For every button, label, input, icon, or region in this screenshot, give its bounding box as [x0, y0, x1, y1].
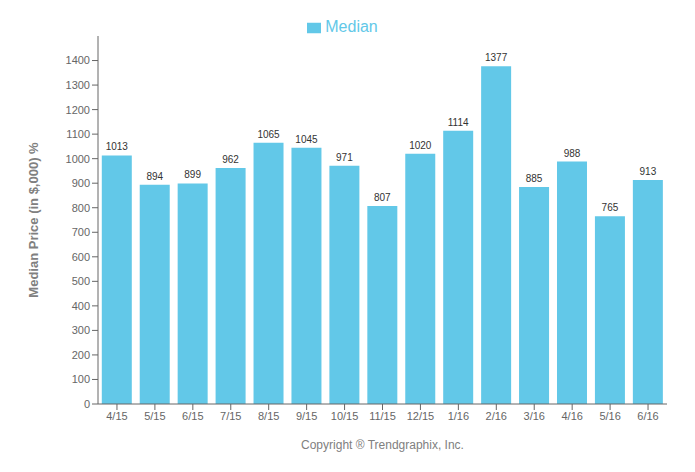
svg-text:971: 971	[336, 152, 353, 163]
svg-text:900: 900	[72, 177, 90, 189]
svg-text:1200: 1200	[66, 104, 90, 116]
svg-text:400: 400	[72, 300, 90, 312]
svg-text:894: 894	[146, 171, 163, 182]
svg-text:10/15: 10/15	[331, 410, 359, 422]
svg-text:807: 807	[374, 192, 391, 203]
svg-text:885: 885	[526, 173, 543, 184]
svg-text:1100: 1100	[66, 128, 90, 140]
svg-text:Median Price (in $,000) %: Median Price (in $,000) %	[26, 142, 41, 298]
svg-text:1114: 1114	[448, 117, 469, 128]
svg-text:700: 700	[72, 226, 90, 238]
svg-text:5/15: 5/15	[144, 410, 165, 422]
svg-text:1000: 1000	[66, 153, 90, 165]
svg-text:1020: 1020	[409, 140, 432, 151]
svg-text:962: 962	[222, 154, 239, 165]
svg-text:913: 913	[640, 166, 657, 177]
svg-text:6/15: 6/15	[182, 410, 203, 422]
svg-text:12/15: 12/15	[407, 410, 435, 422]
svg-text:1065: 1065	[257, 129, 280, 140]
svg-text:1/16: 1/16	[448, 410, 469, 422]
svg-text:500: 500	[72, 275, 90, 287]
svg-text:200: 200	[72, 349, 90, 361]
svg-text:2/16: 2/16	[486, 410, 507, 422]
svg-text:4/16: 4/16	[561, 410, 582, 422]
svg-text:988: 988	[564, 148, 581, 159]
svg-text:800: 800	[72, 202, 90, 214]
svg-text:1300: 1300	[66, 79, 90, 91]
svg-text:100: 100	[72, 373, 90, 385]
svg-text:8/15: 8/15	[258, 410, 279, 422]
svg-text:1377: 1377	[485, 52, 508, 63]
svg-text:1013: 1013	[106, 141, 129, 152]
svg-text:0: 0	[84, 398, 90, 410]
svg-text:Copyright ® Trendgraphix, Inc.: Copyright ® Trendgraphix, Inc.	[301, 438, 464, 452]
svg-text:300: 300	[72, 324, 90, 336]
svg-text:7/15: 7/15	[220, 410, 241, 422]
svg-text:9/15: 9/15	[296, 410, 317, 422]
svg-text:3/16: 3/16	[524, 410, 545, 422]
svg-text:5/16: 5/16	[599, 410, 620, 422]
svg-text:6/16: 6/16	[637, 410, 658, 422]
svg-text:1400: 1400	[66, 54, 90, 66]
svg-text:4/15: 4/15	[106, 410, 127, 422]
html-text:Median: Median	[325, 18, 378, 35]
svg-text:765: 765	[602, 202, 619, 213]
svg-text:11/15: 11/15	[369, 410, 396, 422]
svg-text:1045: 1045	[295, 134, 318, 145]
svg-text:600: 600	[72, 251, 90, 263]
svg-text:899: 899	[184, 169, 201, 180]
